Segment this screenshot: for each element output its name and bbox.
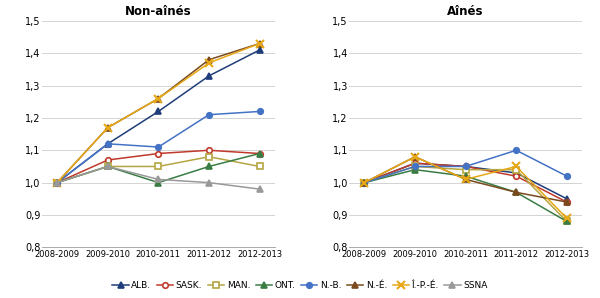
Legend: ALB., SASK., MAN., ONT., N.-B., N.-É., Î.-P.-É., SSNA: ALB., SASK., MAN., ONT., N.-B., N.-É., Î…: [109, 277, 491, 294]
Title: Non-aînés: Non-aînés: [125, 5, 191, 18]
Title: Aînés: Aînés: [448, 5, 484, 18]
